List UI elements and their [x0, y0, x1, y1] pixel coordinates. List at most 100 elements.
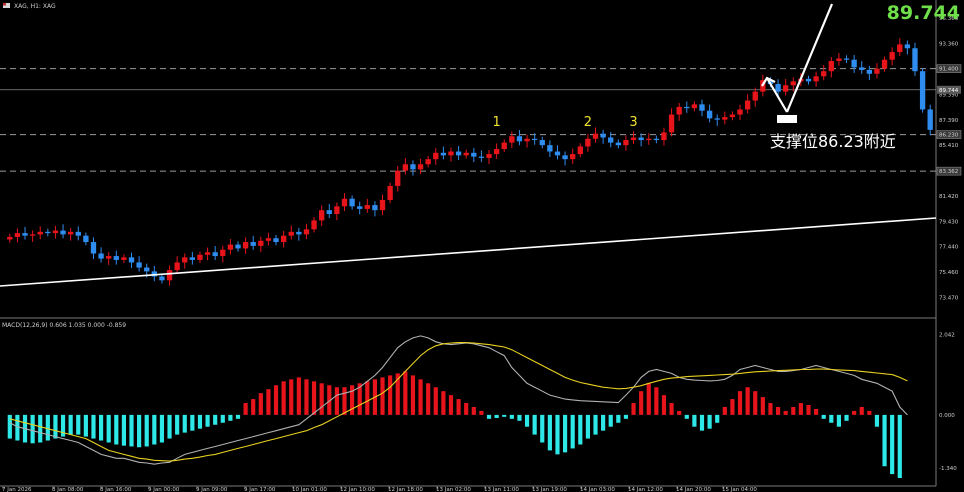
time-tick-label: 15 Jan 04:00: [722, 487, 757, 492]
candle-body: [326, 210, 332, 214]
candle-body: [349, 198, 355, 207]
candle-body: [433, 152, 439, 160]
candle-body: [889, 52, 895, 60]
candle-body: [821, 71, 827, 77]
candle-body: [128, 257, 135, 263]
candle-body: [364, 205, 370, 209]
candle-body: [859, 67, 865, 70]
candle-body: [106, 256, 112, 259]
down-arrow-head: [761, 76, 776, 87]
macd-tick-label: -1.340: [939, 466, 957, 472]
candle-body: [280, 235, 287, 243]
time-tick-label: 13 Jan 19:00: [532, 487, 567, 492]
candle-body: [14, 233, 21, 237]
candle-body: [828, 61, 834, 72]
candle-body: [805, 78, 812, 82]
trend-line: [0, 217, 937, 287]
candle-body: [866, 69, 873, 74]
candle-body: [668, 114, 675, 133]
candle-body: [539, 140, 545, 146]
price-tick-label: 95.360: [939, 16, 959, 22]
macd-tick-label: 0.000: [939, 413, 955, 419]
time-tick-label: 10 Jan 01:00: [292, 487, 327, 492]
candle-body: [600, 133, 606, 138]
candle-body: [783, 85, 789, 92]
price-tick-label: 89.390: [939, 92, 959, 98]
time-tick-label: 9 Jan 09:00: [196, 487, 228, 492]
candle-body: [136, 262, 142, 268]
price-tick-label: 75.460: [939, 270, 959, 276]
candle-body: [121, 257, 127, 260]
candle-body: [608, 137, 614, 143]
candle-body: [691, 104, 698, 109]
candle-body: [334, 206, 340, 214]
candle-body: [699, 104, 705, 111]
candle-body: [547, 145, 553, 152]
candle-body: [258, 240, 264, 246]
candle-body: [319, 210, 325, 221]
symbol-header: XAG, H1: XAG: [14, 3, 56, 10]
price-tick-label: 85.410: [939, 143, 959, 149]
price-display: 89.744: [886, 2, 960, 24]
candle-body: [501, 142, 507, 149]
candle-body: [851, 59, 857, 68]
macd-header: MACD(12,26,9) 0.606 1.035 0.000 -0.859: [2, 322, 127, 329]
candle-body: [7, 236, 13, 240]
candle-body: [341, 198, 348, 207]
candle-body: [752, 91, 758, 101]
price-tick-label: 79.430: [939, 219, 959, 225]
candle-body: [729, 114, 736, 118]
candle-body: [448, 151, 454, 156]
candle-body: [197, 254, 203, 260]
candle-body: [242, 242, 249, 249]
price-tick-label: 86.230: [939, 133, 959, 139]
candle-body: [722, 117, 728, 120]
candle-body: [706, 110, 713, 119]
candle-body: [440, 152, 447, 156]
candle-body: [37, 231, 43, 235]
candle-body: [554, 151, 561, 156]
price-tag: [936, 64, 962, 73]
wave-label: 1: [492, 115, 500, 130]
candle-body: [83, 235, 89, 243]
price-tick-label: 77.440: [939, 245, 959, 251]
current-price-tag: [937, 85, 961, 94]
price-tick-label: 93.360: [939, 42, 959, 48]
support-marker: [777, 115, 797, 123]
candle-body: [516, 136, 523, 142]
candle-body: [630, 137, 637, 141]
candle-body: [311, 220, 317, 230]
signal-line: [9, 342, 908, 462]
price-tick-label: 87.390: [939, 118, 959, 124]
candle-body: [463, 152, 469, 156]
candle-body: [813, 76, 819, 82]
candle-body: [585, 138, 591, 147]
price-tick-label: 73.470: [939, 295, 959, 301]
candle-body: [372, 205, 378, 211]
candle-body: [646, 138, 652, 141]
candle-body: [60, 230, 66, 235]
candle-body: [90, 242, 97, 254]
candle-body: [927, 109, 933, 130]
candle-body: [98, 253, 104, 259]
candle-body: [235, 244, 241, 249]
candle-body: [471, 152, 477, 157]
candle-body: [919, 71, 926, 110]
candle-body: [265, 238, 272, 241]
flag-icon: [3, 3, 10, 8]
candle-body: [570, 154, 576, 160]
candle-body: [623, 140, 629, 146]
time-tick-label: 13 Jan 02:00: [436, 487, 471, 492]
candle-body: [417, 164, 424, 170]
candle-body: [775, 83, 781, 92]
candle-body: [144, 267, 150, 272]
candle-body: [509, 136, 515, 143]
candle-body: [189, 257, 196, 260]
candle-body: [897, 44, 903, 53]
macd-line: [9, 335, 908, 465]
candle-body: [159, 276, 165, 281]
time-tick-label: 7 Jan 2026: [2, 487, 32, 492]
candle-body: [29, 234, 36, 236]
candle-body: [303, 229, 310, 235]
